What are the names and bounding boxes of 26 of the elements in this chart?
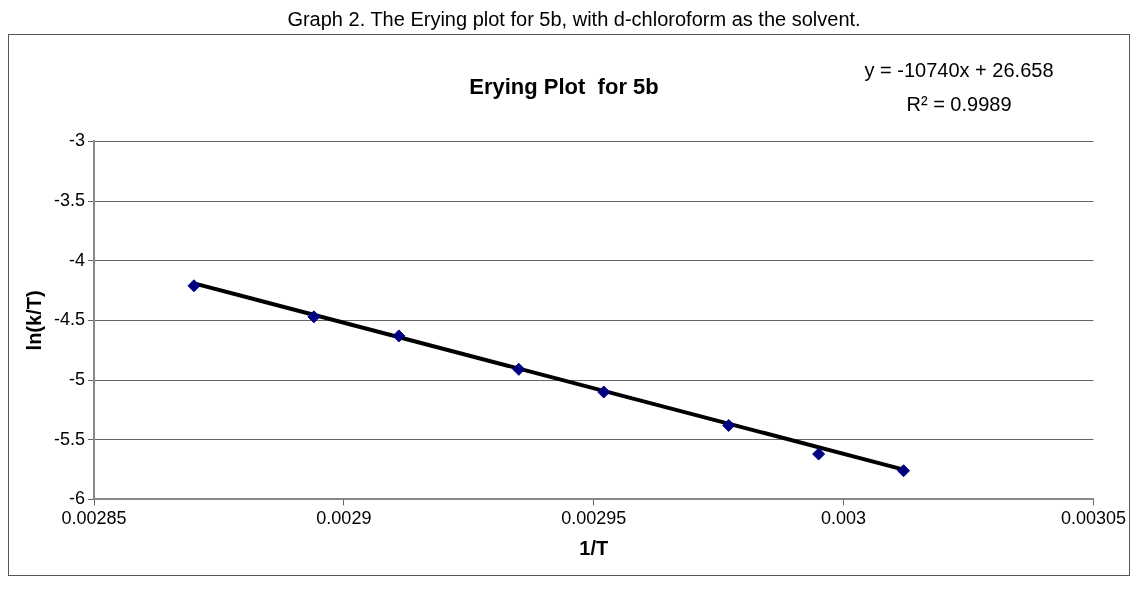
y-tick-label: -4 (69, 249, 86, 270)
point (512, 362, 526, 376)
point (812, 447, 826, 461)
caption: Graph 2. The Erying plot for 5b, with d-chloroform as the solvent. (286, 8, 862, 32)
point (392, 329, 406, 343)
chart-title: Erying Plot for 5b (469, 74, 659, 100)
text: R² = 0.9989 (906, 93, 1012, 115)
point (307, 310, 321, 324)
x-tick-label: 0.00295 (561, 508, 627, 529)
point (722, 418, 736, 432)
y-tick-label: -5 (69, 369, 86, 390)
point (597, 385, 611, 399)
y-tick-label: -3.5 (53, 190, 86, 211)
x-axis-title: 1/T (579, 536, 609, 559)
y-tick-label: -6 (69, 488, 86, 509)
text: y = -10740x + 26.658 (864, 59, 1054, 81)
y-axis-title: ln(k/T) (22, 290, 45, 351)
point (187, 279, 201, 293)
x-tick-label: 0.00285 (61, 508, 127, 529)
y-tick-label: -4.5 (53, 309, 86, 330)
y-tick-label: -5.5 (53, 428, 86, 449)
x-tick-label: 0.00305 (1060, 508, 1127, 529)
y-tick-label: -3 (69, 130, 86, 151)
x-tick-label: 0.0029 (316, 508, 372, 529)
x-tick-label: 0.003 (821, 508, 867, 529)
point (897, 464, 911, 478)
